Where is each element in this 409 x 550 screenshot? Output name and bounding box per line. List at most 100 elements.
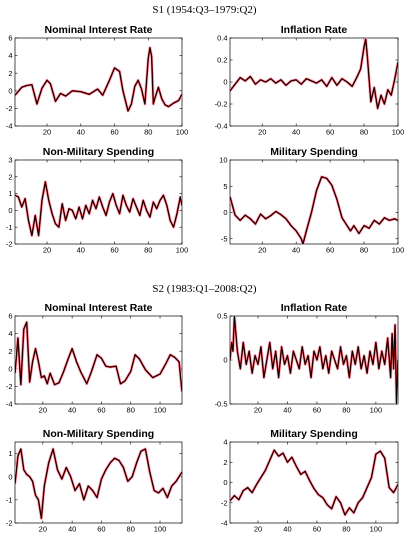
x-tick-label: 20 [43,246,51,255]
x-tick-label: 20 [39,406,47,415]
series-line [230,316,398,404]
y-tick-label: 2 [223,458,227,467]
y-tick-label: -4 [6,122,13,131]
x-tick-label: 20 [43,128,51,137]
series-line [230,176,398,244]
x-tick-label: 100 [370,525,383,534]
y-tick-label: 0 [8,86,12,95]
y-tick-label: -4 [221,519,228,528]
y-tick-label: -4 [6,400,13,409]
y-tick-label: 3 [8,156,12,165]
chart-s1-nominal-interest-rate: Nominal Interest Rate 20 40 60 80 100 -4 -2 0 2 4 6 [6,24,188,137]
y-tick-label: 2 [8,172,12,181]
x-tick-label: 80 [360,128,368,137]
plot-frame [14,37,183,127]
x-tick-label: 40 [292,128,300,137]
x-tick-label: 60 [313,406,321,415]
x-tick-label: 100 [154,525,167,534]
plot-frame [229,441,399,524]
x-tick-label: 80 [127,406,135,415]
x-tick-label: 100 [370,406,383,415]
x-tick-label: 60 [326,128,334,137]
x-tick-label: 40 [283,406,291,415]
y-tick-label: 2 [8,347,12,356]
x-tick-label: 80 [144,128,152,137]
y-tick-label: -2 [6,104,13,113]
chart-s1-inflation-rate: Inflation Rate 20 40 60 80 100 -0.4 -0.2 0 0.2 0.4 [215,24,405,137]
x-tick-label: 40 [292,246,300,255]
chart-s2-non-military-spending: Non-Military Spending 20 40 60 80 100 -2 -1 0 1 [6,428,183,534]
x-tick-label: 60 [110,128,118,137]
x-tick-label: 20 [39,525,47,534]
y-tick-label: -2 [6,519,13,528]
y-tick-label: 1 [8,449,12,458]
series-line [15,181,182,237]
chart-s1-non-military-spending: Non-Military Spending 20 40 60 80 100 -2 -1 0 1 2 3 [6,146,188,255]
y-tick-label: -2 [221,498,228,507]
x-tick-label: 100 [392,246,405,255]
panel-title: Non-Military Spending [43,146,154,158]
y-tick-label: -2 [6,240,13,249]
x-tick-label: 40 [77,128,85,137]
y-tick-label: 0 [8,206,12,215]
section-title-s2: S2 (1983:Q1–2008:Q2) [152,283,257,295]
x-tick-label: 60 [97,406,105,415]
y-tick-label: 0.5 [217,312,227,321]
y-tick-label: -2 [6,382,13,391]
y-tick-label: 10 [219,156,227,165]
series-line [230,38,398,109]
x-tick-label: 40 [283,525,291,534]
x-tick-label: 100 [176,128,189,137]
y-tick-label: 6 [8,34,12,43]
panel-title: Inflation Rate [281,24,348,36]
x-tick-label: 40 [68,406,76,415]
y-tick-label: 4 [8,329,12,338]
panel-title: Military Spending [270,146,358,158]
section-title-s1: S1 (1954:Q3–1979:Q2) [152,4,257,16]
panel-title: Nominal Interest Rate [45,24,153,36]
y-tick-label: -0.4 [215,122,228,131]
y-tick-label: 4 [8,51,12,60]
x-tick-label: 100 [154,406,167,415]
y-tick-label: 0 [223,478,227,487]
chart-s2-inflation-rate: Inflation Rate 20 40 60 80 100 -0.5 0 0.5 [215,302,399,415]
y-tick-label: 2 [8,69,12,78]
x-tick-label: 40 [68,525,76,534]
x-tick-label: 80 [127,525,135,534]
panel-title: Non-Military Spending [43,428,154,440]
y-tick-label: -1 [6,495,13,504]
x-tick-label: 80 [144,246,152,255]
x-tick-label: 80 [360,246,368,255]
y-tick-label: 0 [223,208,227,217]
y-tick-label: -0.2 [215,100,228,109]
x-tick-label: 20 [258,128,266,137]
x-tick-label: 20 [254,525,262,534]
chart-s1-military-spending: Military Spending 20 40 60 80 100 -5 0 5 10 [219,146,404,255]
y-tick-label: -0.5 [215,400,228,409]
plot-frame [14,315,183,405]
y-tick-label: -5 [221,234,228,243]
series-line [15,47,182,112]
y-tick-label: 4 [223,438,227,447]
panel-title: Inflation Rate [281,302,348,314]
y-tick-label: 1 [8,189,12,198]
y-tick-label: 0.4 [217,34,227,43]
series-line [230,449,398,516]
y-tick-label: 0.2 [217,56,227,65]
y-tick-label: 0 [223,78,227,87]
y-tick-label: 5 [223,182,227,191]
x-tick-label: 80 [342,525,350,534]
y-tick-label: 0 [223,356,227,365]
chart-s2-nominal-interest-rate: Nominal Interest Rate 20 40 60 80 100 -4 -2 0 2 4 6 [6,302,183,415]
y-tick-label: 0 [8,364,12,373]
x-tick-label: 60 [97,525,105,534]
x-tick-label: 100 [392,128,405,137]
x-tick-label: 100 [176,246,189,255]
y-tick-label: 0 [8,472,12,481]
series-line [15,448,182,519]
x-tick-label: 20 [258,246,266,255]
x-tick-label: 40 [77,246,85,255]
y-tick-label: 6 [8,312,12,321]
panel-title: Nominal Interest Rate [45,302,153,314]
